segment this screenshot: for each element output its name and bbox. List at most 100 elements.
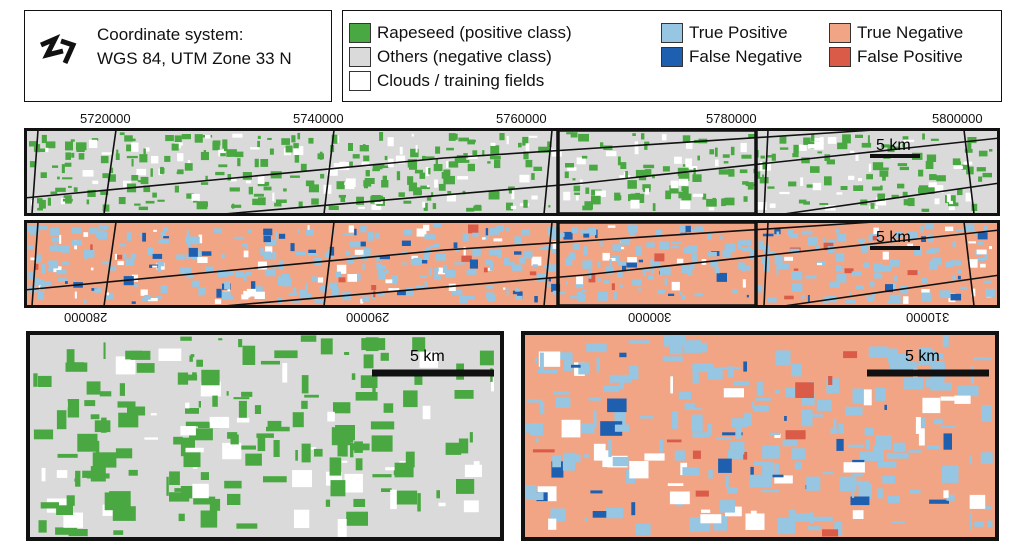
field-patch [444,270,456,278]
field-patch [472,150,478,155]
field-patch [488,190,500,200]
field-patch [413,187,422,196]
field-patch [957,269,962,274]
field-patch [852,474,864,477]
field-patch [40,502,59,509]
field-patch [254,405,262,414]
field-patch [361,338,386,351]
field-patch [902,136,909,140]
field-patch [425,167,430,177]
top-tick-label: 5740000 [293,111,344,126]
field-patch [760,155,765,159]
field-patch [387,137,394,147]
field-patch [131,142,139,152]
field-patch [430,245,436,248]
field-patch [983,506,993,510]
field-patch [791,271,800,280]
field-patch [209,416,230,428]
field-patch [762,174,765,179]
field-patch [401,262,408,265]
field-patch [512,290,518,295]
field-patch [928,260,938,270]
field-patch [216,288,222,298]
field-patch [728,366,734,378]
field-patch [51,237,62,243]
field-patch [921,236,926,242]
field-patch [592,511,607,518]
field-patch [670,180,679,189]
field-patch [583,233,590,238]
field-patch [872,293,875,297]
field-patch [224,480,242,489]
field-patch [250,147,260,150]
field-patch [42,281,52,287]
field-patch [419,275,428,278]
field-patch [314,448,323,457]
field-patch [218,149,226,157]
field-patch [661,134,667,141]
field-patch [870,202,875,209]
field-patch [791,448,806,460]
field-patch [977,232,988,240]
field-patch [344,352,350,355]
field-patch [918,428,925,446]
field-patch [893,442,906,452]
field-patch [529,271,537,276]
field-patch [517,291,523,300]
field-patch [236,417,250,423]
field-patch [234,236,245,239]
field-patch [676,258,684,264]
field-patch [548,518,557,530]
field-patch [275,231,278,241]
field-patch [270,171,282,179]
field-patch [76,146,85,152]
field-patch [741,247,752,252]
field-patch [914,363,921,367]
field-patch [603,385,620,393]
field-patch [758,240,764,250]
field-patch [733,380,750,386]
field-patch [397,290,407,296]
field-patch [694,292,704,297]
field-patch [597,291,609,301]
field-patch [163,226,169,232]
field-patch [716,272,727,282]
field-patch [100,189,109,195]
field-patch [385,269,389,274]
field-patch [441,172,451,179]
field-patch [774,463,780,478]
field-patch [363,180,372,187]
field-patch [227,174,232,181]
field-patch [716,437,732,440]
field-patch [834,521,843,536]
field-patch [860,244,869,253]
field-patch [617,271,623,278]
field-patch [514,251,522,255]
field-patch [904,361,917,370]
field-patch [324,252,334,259]
field-patch [886,452,909,459]
field-patch [556,291,567,295]
field-patch [779,191,790,195]
field-patch [890,146,901,149]
field-patch [620,162,627,169]
field-patch [798,199,807,204]
field-patch [56,470,68,478]
field-patch [301,400,308,409]
field-patch [77,433,98,452]
field-patch [933,418,943,425]
field-patch [779,136,787,144]
field-patch [598,278,601,282]
field-patch [355,458,363,471]
field-patch [508,188,512,194]
field-patch [423,202,428,211]
field-patch [708,469,713,479]
field-patch [225,271,235,276]
bottom-tick-label: 290000 [346,310,390,325]
field-patch [248,186,253,195]
field-patch [561,419,581,438]
field-patch [751,400,754,409]
field-patch [434,267,439,272]
field-patch [927,234,934,243]
field-patch [180,426,196,436]
